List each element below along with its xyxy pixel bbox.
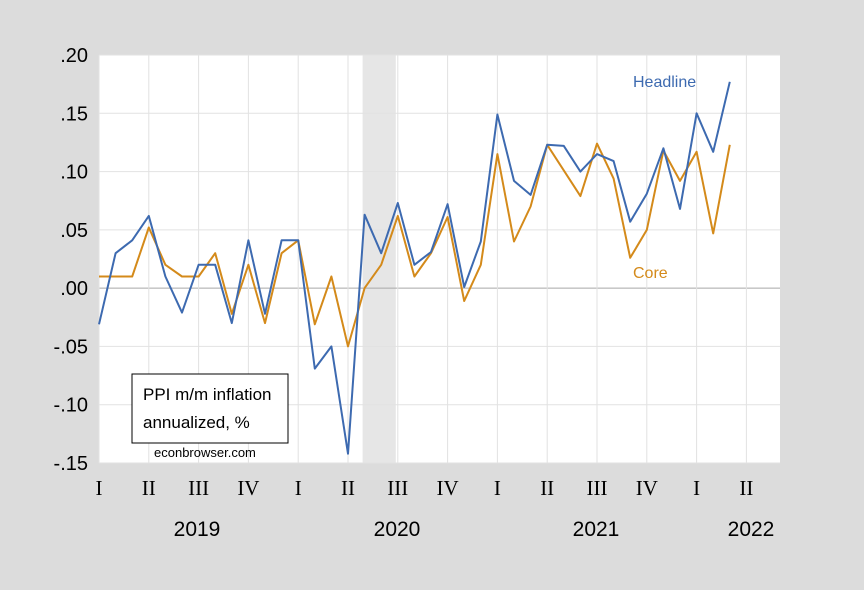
quarter-label: II [739,476,753,500]
quarter-label: I [96,476,103,500]
y-tick-label: .00 [60,278,88,300]
quarter-label: II [341,476,355,500]
y-tick-label: -.10 [54,395,88,417]
y-axis-ticks: .20 .15 .10 .05 .00 -.05 -.10 -.15 [54,45,88,475]
y-tick-label: -.15 [54,453,88,475]
y-tick-label: .10 [60,162,88,184]
annotation-box [131,373,289,444]
quarter-labels: I II III IV I II III IV I II III IV I II [96,476,754,500]
quarter-label: III [387,476,408,500]
quarter-label: I [693,476,700,500]
y-tick-label: .15 [60,103,88,125]
quarter-label: IV [636,476,658,500]
y-tick-label: .20 [60,45,88,67]
quarter-label: I [295,476,302,500]
recession-shading [362,55,396,463]
quarter-label: III [587,476,608,500]
series-line-core [99,142,731,348]
quarter-label: IV [237,476,259,500]
year-label: 2022 [728,518,775,541]
quarter-label: I [494,476,501,500]
y-tick-label: -.05 [54,336,88,358]
quarter-label: III [188,476,209,500]
year-label: 2020 [374,518,421,541]
annotation-line-1: PPI m/m inflation [143,385,272,404]
year-label: 2019 [174,518,221,541]
year-labels: 2019 2020 2021 2022 [174,518,775,541]
legend-label-headline: Headline [633,74,696,91]
year-label: 2021 [573,518,620,541]
quarter-label: II [142,476,156,500]
quarter-label: II [540,476,554,500]
source-label: econbrowser.com [154,445,256,460]
series-lines [98,81,731,455]
annotation-line-2: annualized, % [143,413,250,432]
series-line-headline [98,81,731,455]
y-tick-label: .05 [60,220,88,242]
legend-label-core: Core [633,265,668,282]
quarter-label: IV [437,476,459,500]
